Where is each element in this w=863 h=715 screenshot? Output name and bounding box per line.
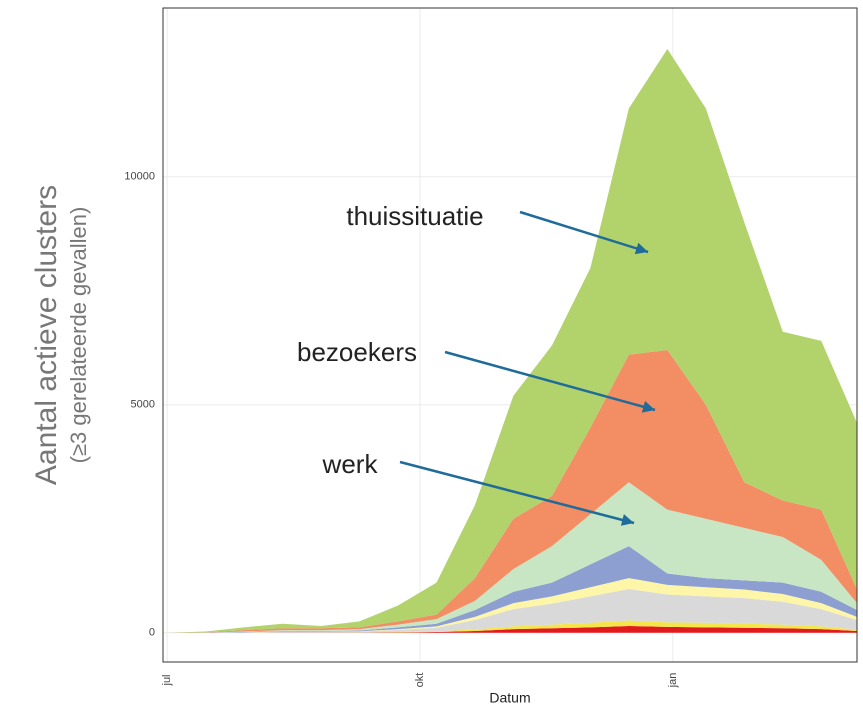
series-label: thuissituatie — [346, 201, 483, 231]
arrow-line — [519, 210, 649, 254]
arrow-head — [641, 401, 655, 413]
y-axis-label: (≥3 gerelateerde gevallen) — [66, 207, 91, 464]
arrow-line — [444, 350, 656, 412]
area — [167, 589, 857, 633]
plot-border — [162, 7, 858, 663]
y-axis-label: Aantal actieve clusters — [30, 185, 63, 485]
area — [167, 482, 857, 633]
y-tick-label: 0 — [149, 627, 155, 639]
series-label: werk — [322, 449, 379, 479]
area — [167, 620, 857, 633]
area — [167, 350, 857, 633]
x-tick-label: jul — [161, 674, 173, 686]
arrow-line — [399, 460, 635, 525]
x-axis-label: Datum — [489, 690, 530, 706]
arrow-head — [634, 242, 648, 255]
series-label: bezoekers — [297, 337, 417, 367]
x-tick-label: jan — [667, 673, 679, 689]
arrow-head — [620, 514, 634, 526]
area — [167, 49, 857, 633]
y-tick-label: 10000 — [124, 171, 155, 183]
area — [167, 625, 857, 633]
area — [167, 578, 857, 633]
y-tick-label: 5000 — [131, 399, 155, 411]
x-tick-label: okt — [414, 673, 426, 688]
